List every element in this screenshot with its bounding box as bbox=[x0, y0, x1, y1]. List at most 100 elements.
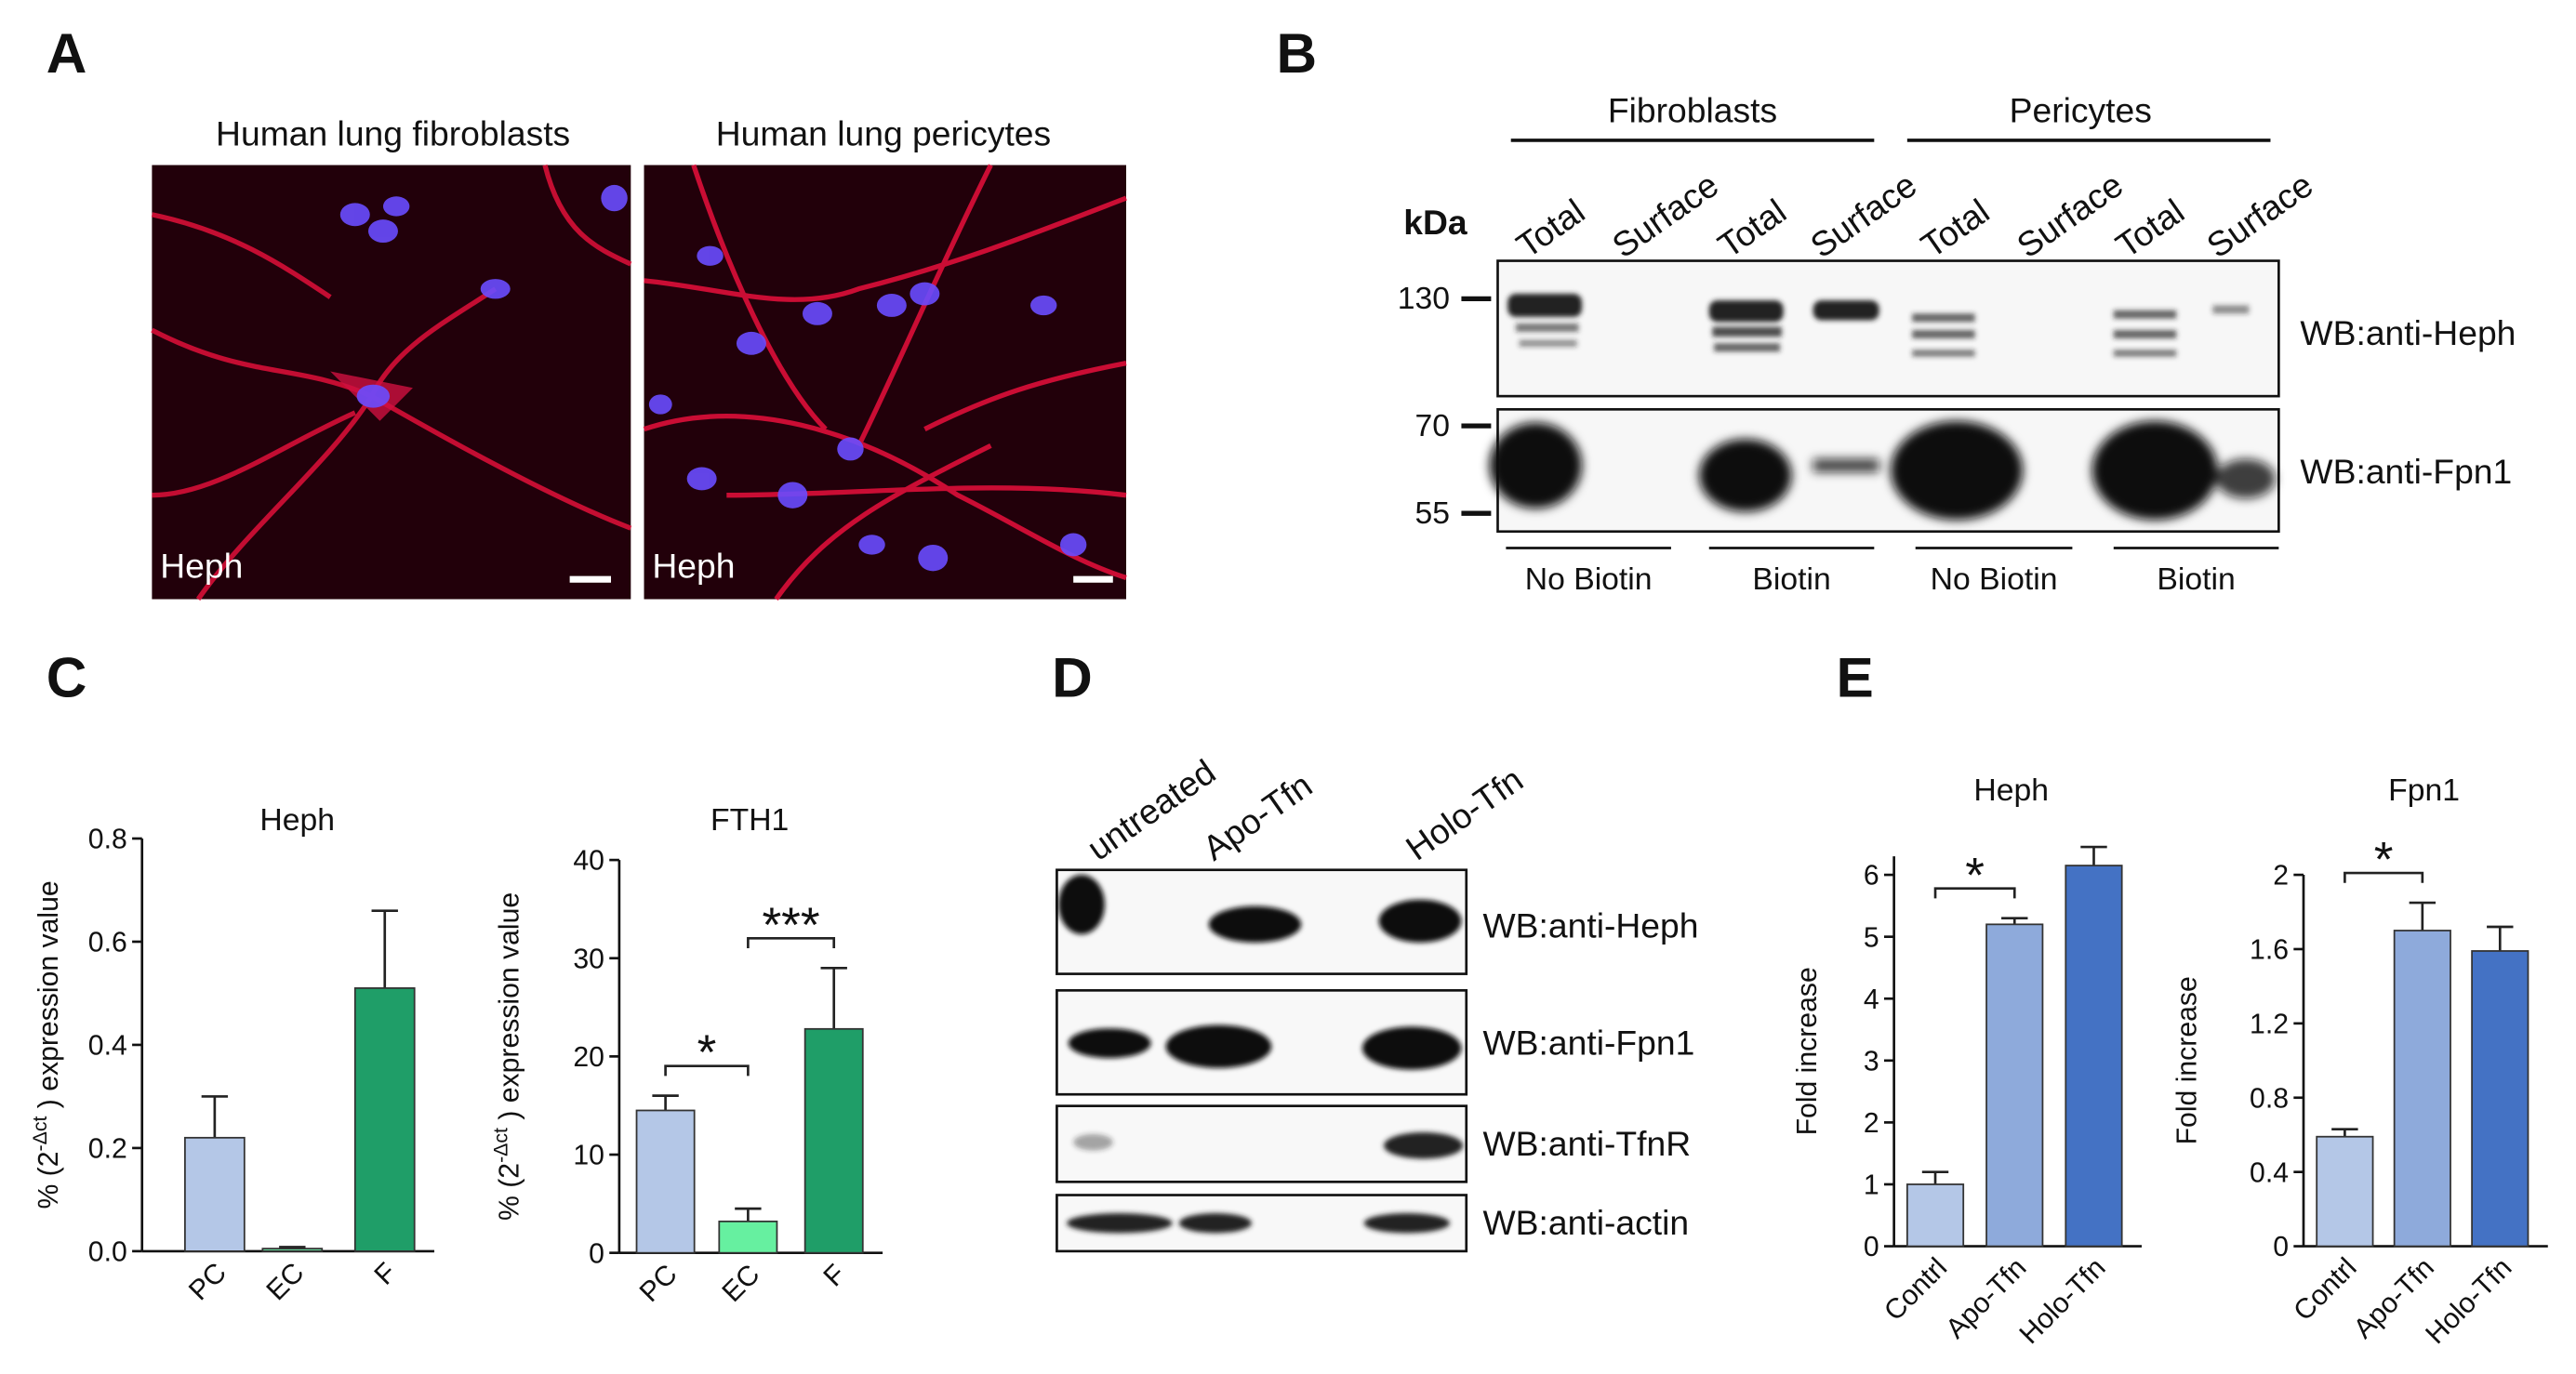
lane-label: untreated bbox=[1080, 752, 1222, 868]
lane-label: Surface bbox=[1605, 165, 1725, 265]
stain-label: Heph bbox=[652, 546, 735, 585]
y-tick-label: 2 bbox=[2273, 861, 2289, 892]
y-tick-label: 10 bbox=[573, 1141, 604, 1171]
y-axis-label: % (2-Δct ) expression value bbox=[490, 892, 525, 1221]
bar bbox=[803, 1027, 864, 1254]
x-tick-label: PC bbox=[634, 1259, 684, 1308]
chart-title: Heph bbox=[1973, 773, 2049, 808]
blot-label: WB:anti-Heph bbox=[1483, 906, 1699, 945]
y-axis-label-part: Fold increase bbox=[1792, 967, 1823, 1135]
lane-label: Holo-Tfn bbox=[1399, 760, 1530, 867]
x-tick-label: F bbox=[369, 1257, 403, 1290]
blot bbox=[1056, 989, 1468, 1096]
y-axis-label-part: % (2 bbox=[33, 1151, 64, 1209]
y-tick-label: 0.4 bbox=[88, 1031, 127, 1062]
y-axis-label: Fold increase bbox=[2172, 976, 2203, 1144]
blot bbox=[1056, 868, 1468, 975]
x-tick-label: EC bbox=[717, 1259, 766, 1308]
group-label: Fibroblasts bbox=[1608, 90, 1777, 129]
chart-title: Heph bbox=[259, 802, 335, 838]
image-title: Human lung pericytes bbox=[716, 113, 1051, 152]
x-tick-label: Holo-Tfn bbox=[2420, 1252, 2517, 1350]
blot bbox=[1489, 408, 2280, 534]
chart-title: Fpn1 bbox=[2388, 773, 2460, 808]
group-label: Pericytes bbox=[2010, 90, 2152, 129]
y-tick-label: 30 bbox=[573, 944, 604, 974]
y-axis-label-part: -Δct bbox=[490, 1128, 512, 1163]
significance-label: * bbox=[2374, 833, 2394, 888]
image-title: Human lung fibroblasts bbox=[216, 113, 570, 152]
significance-label: * bbox=[697, 1025, 717, 1080]
y-tick-label: 0.0 bbox=[88, 1237, 127, 1268]
blot bbox=[1496, 259, 2280, 398]
significance-bracket bbox=[747, 937, 836, 948]
x-tick-label: Holo-Tfn bbox=[2013, 1252, 2111, 1350]
micrograph bbox=[151, 164, 632, 601]
y-tick-label: 5 bbox=[1864, 922, 1879, 953]
significance-bracket bbox=[2344, 871, 2424, 883]
y-tick-label: 1.2 bbox=[2250, 1010, 2289, 1040]
bar bbox=[2065, 865, 2123, 1248]
x-tick-label: PC bbox=[183, 1257, 232, 1306]
lane-label: Total bbox=[1711, 192, 1794, 266]
lane-label: Surface bbox=[2010, 165, 2130, 265]
panel-letter: D bbox=[1052, 645, 1093, 708]
blot bbox=[1056, 1104, 1468, 1183]
blot bbox=[1056, 1194, 1468, 1253]
blot-label: WB:anti-actin bbox=[1483, 1203, 1690, 1242]
x-tick-label: EC bbox=[260, 1257, 310, 1306]
bar bbox=[353, 987, 416, 1252]
chart-title: FTH1 bbox=[710, 802, 789, 838]
y-tick-label: 1.6 bbox=[2250, 935, 2289, 966]
lane-label: Total bbox=[1914, 192, 1997, 266]
marker-label: 55 bbox=[1414, 495, 1450, 531]
y-tick-label: 3 bbox=[1864, 1046, 1879, 1077]
y-tick-label: 0.8 bbox=[2250, 1083, 2289, 1114]
bar bbox=[2393, 930, 2451, 1248]
y-axis-label: Fold increase bbox=[1792, 967, 1823, 1135]
bar bbox=[2471, 950, 2530, 1248]
y-tick-label: 4 bbox=[1864, 984, 1879, 1015]
y-tick-label: 20 bbox=[573, 1042, 604, 1073]
y-axis-label-part: ) expression value bbox=[33, 880, 64, 1116]
marker-label: 130 bbox=[1398, 281, 1450, 316]
unit-label: kDa bbox=[1403, 203, 1467, 242]
bar bbox=[184, 1136, 246, 1252]
bar bbox=[261, 1248, 324, 1252]
bar bbox=[635, 1109, 696, 1254]
bar bbox=[2316, 1135, 2374, 1248]
blot-label: WB:anti-Fpn1 bbox=[2300, 452, 2512, 491]
stain-label: Heph bbox=[160, 546, 243, 585]
y-axis-label-part: Fold increase bbox=[2172, 976, 2203, 1144]
y-tick-label: 0.6 bbox=[88, 928, 127, 958]
y-axis-label-part: -Δct bbox=[29, 1116, 51, 1152]
y-tick-label: 1 bbox=[1864, 1170, 1879, 1201]
y-tick-label: 6 bbox=[1864, 861, 1879, 892]
significance-bracket bbox=[1933, 887, 2016, 899]
bar bbox=[1905, 1183, 1965, 1248]
condition-label: No Biotin bbox=[1931, 561, 2058, 597]
y-tick-label: 2 bbox=[1864, 1108, 1879, 1139]
x-tick-label: F bbox=[817, 1259, 851, 1292]
lane-label: Surface bbox=[1803, 165, 1923, 265]
bar bbox=[718, 1220, 778, 1254]
panel-letter: B bbox=[1277, 21, 1318, 85]
y-tick-label: 0 bbox=[589, 1238, 604, 1269]
y-tick-label: 0.4 bbox=[2250, 1157, 2289, 1188]
y-tick-label: 0 bbox=[1864, 1232, 1879, 1262]
y-axis-label-part: ) expression value bbox=[495, 892, 525, 1128]
panel-letter: C bbox=[46, 645, 87, 708]
panel-letter: A bbox=[46, 21, 87, 85]
y-tick-label: 0.8 bbox=[88, 825, 127, 855]
y-axis-label-part: % (2 bbox=[495, 1163, 525, 1221]
lane-label: Total bbox=[1509, 192, 1592, 266]
blot-label: WB:anti-TfnR bbox=[1483, 1124, 1692, 1163]
blot-label: WB:anti-Fpn1 bbox=[1483, 1024, 1695, 1063]
micrograph bbox=[643, 164, 1127, 601]
bar bbox=[1985, 923, 2044, 1248]
significance-bracket bbox=[664, 1064, 750, 1077]
y-axis-label: % (2-Δct ) expression value bbox=[29, 880, 64, 1209]
condition-label: Biotin bbox=[2157, 561, 2235, 597]
